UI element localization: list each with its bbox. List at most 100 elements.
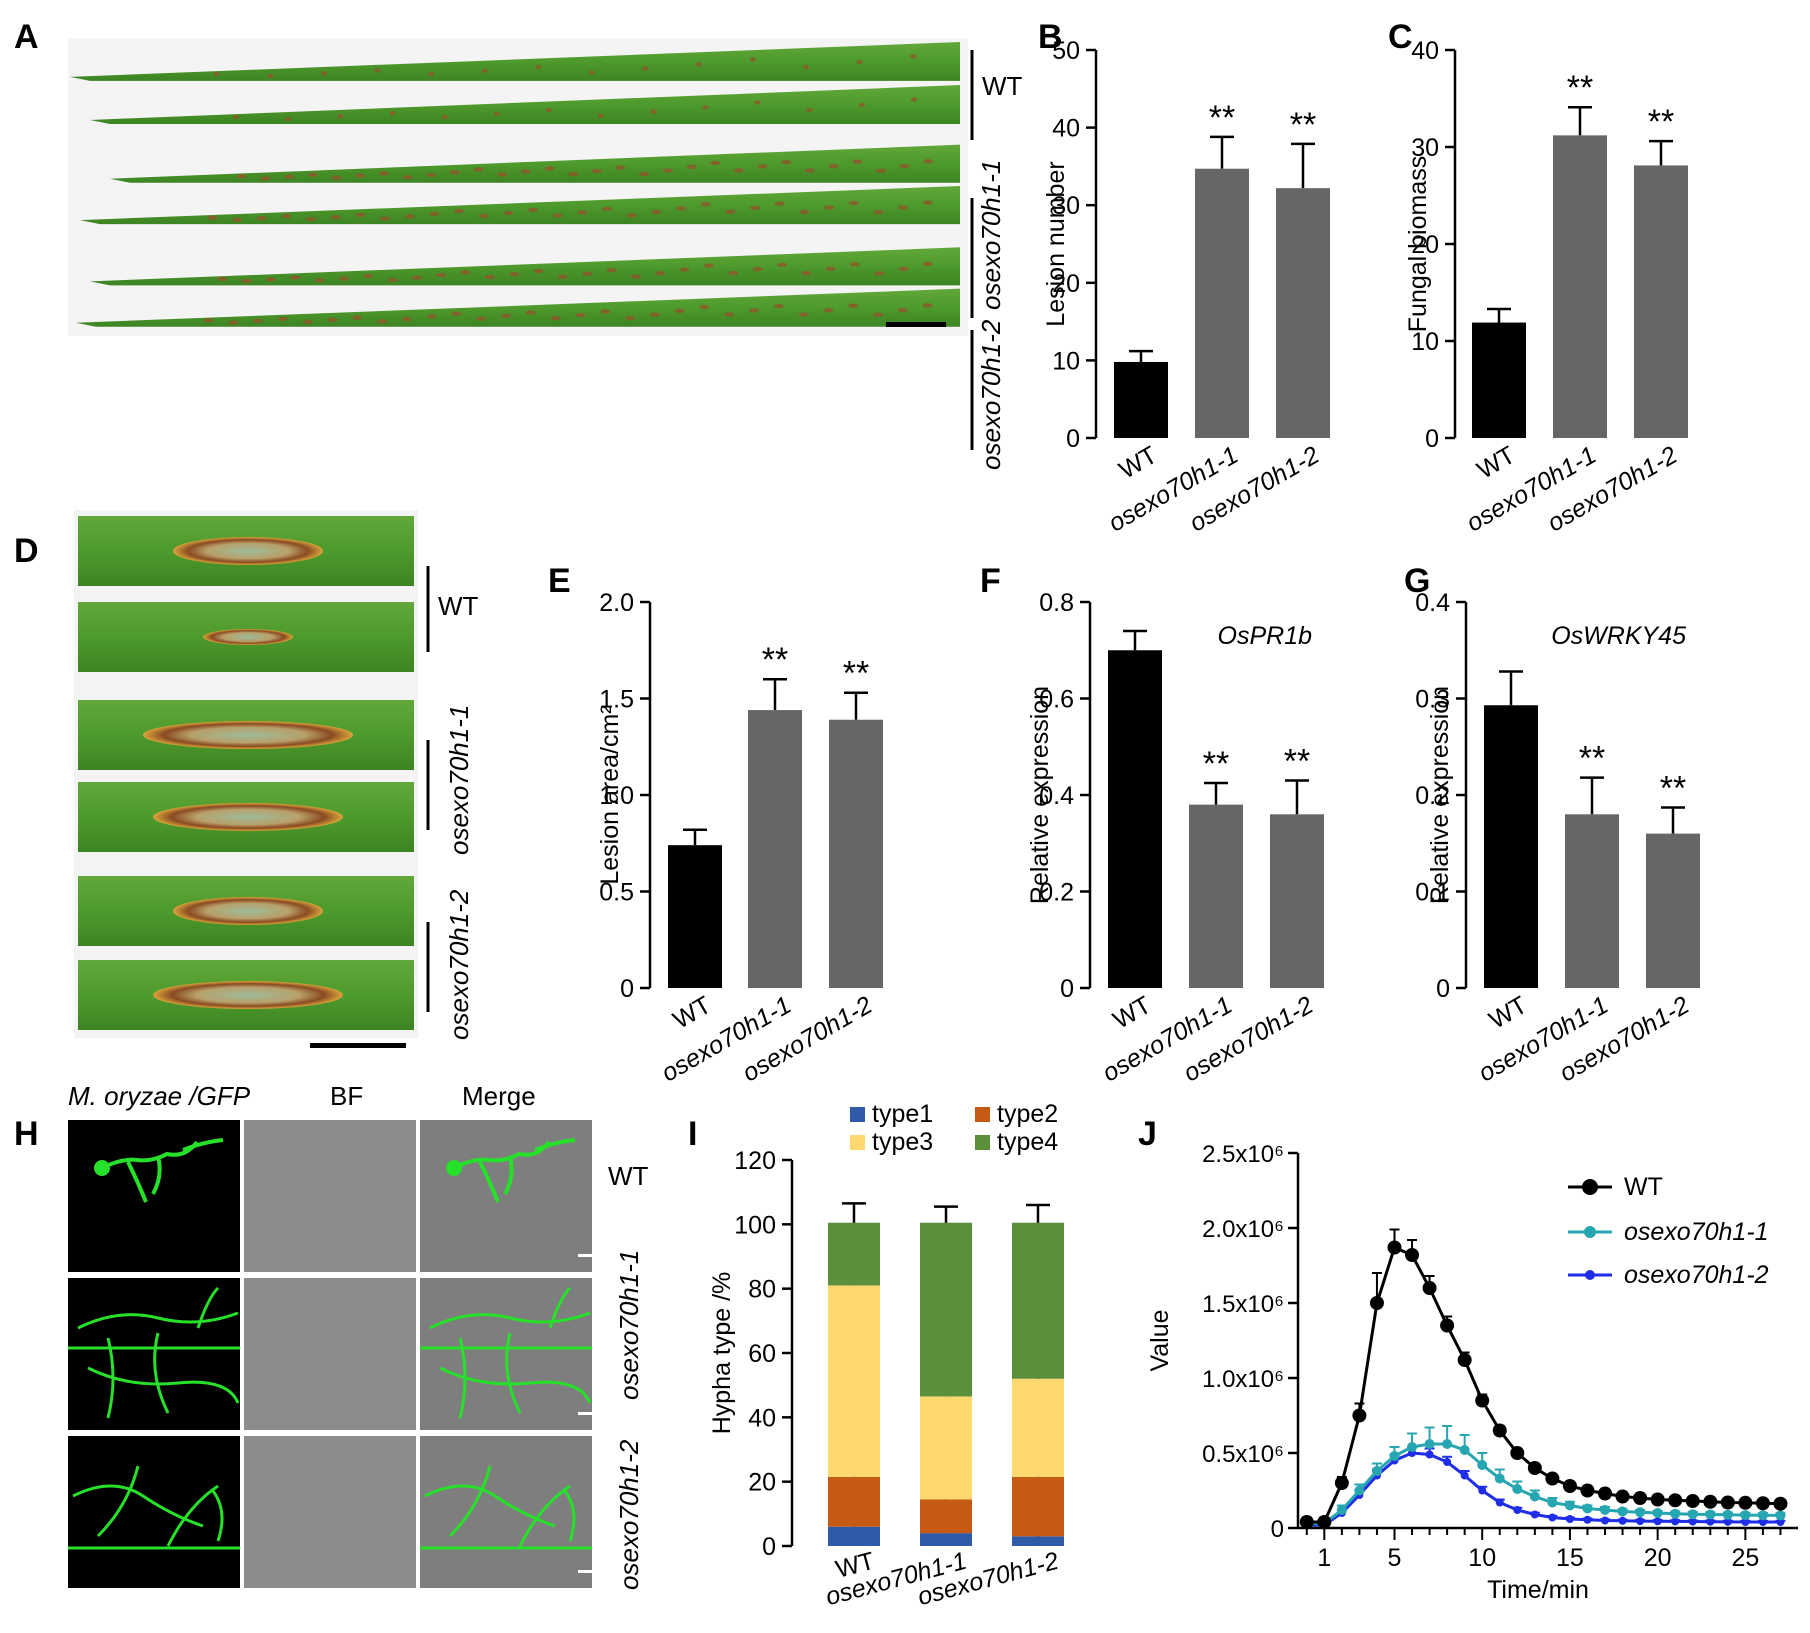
lesion-spot	[710, 160, 721, 166]
data-point-osexo70h1-2	[1758, 1518, 1767, 1526]
legend-label-type4: type4	[997, 1128, 1058, 1156]
data-point-osexo70h1-2	[1671, 1517, 1680, 1526]
data-point-WT	[1405, 1248, 1420, 1262]
lesion-spot	[484, 274, 495, 280]
data-point-WT	[1650, 1492, 1665, 1507]
data-point-osexo70h1-1	[1775, 1510, 1786, 1521]
panel-a-label-wt: WT	[982, 71, 1023, 101]
leaf-a-3	[110, 144, 960, 183]
lesion-spot	[331, 175, 342, 180]
lesion-spot	[804, 168, 815, 173]
lesion-spot	[749, 308, 759, 313]
lesion-spot	[228, 320, 239, 325]
lesion-spot	[825, 266, 836, 272]
lesion-spot	[724, 312, 735, 317]
lesion-spot	[509, 272, 520, 277]
panel-a-background	[68, 38, 968, 336]
panel-d-leaf-photo: WT osexo70h1-1 osexo70h1-2	[74, 510, 479, 1048]
chart-f: 00.20.40.60.8WT**osexo70h1-1**osexo70h1-…	[1026, 589, 1324, 1087]
lesion-spot	[568, 171, 579, 177]
stack-type4	[1012, 1222, 1064, 1379]
micrograph-r1-c2	[244, 1120, 416, 1272]
lesion-spot	[649, 312, 660, 317]
legend-marker-osexo70h1-2	[1585, 1270, 1595, 1280]
y-tick-label: 0	[1271, 1516, 1284, 1543]
data-point-WT	[1352, 1408, 1367, 1423]
x-tick-label: 10	[1468, 1544, 1496, 1572]
significance-mark: **	[1290, 106, 1316, 144]
y-tick-label: 80	[748, 1276, 776, 1304]
bar-osexo70h1-1	[748, 710, 802, 988]
lesion-spot	[615, 165, 626, 170]
y-tick-label: 20	[1411, 231, 1439, 259]
stack-type1	[828, 1526, 880, 1546]
lesion-spot	[577, 210, 588, 215]
lesion-spot	[352, 315, 363, 320]
panel-h-col-gfp: M. oryzae /GFP	[68, 1081, 251, 1111]
lesion-spot	[338, 276, 349, 281]
bar-WT	[668, 845, 722, 988]
y-tick-label: 0	[1436, 975, 1450, 1003]
panel-d-leaves	[78, 516, 414, 1030]
y-tick-label: 0.8	[1039, 589, 1074, 617]
data-point-osexo70h1-1	[1670, 1508, 1681, 1519]
x-tick-label: WT	[1108, 991, 1156, 1035]
lesion-d-5	[173, 897, 323, 925]
lesion-spot	[307, 172, 318, 177]
panel-letter-e: E	[548, 562, 571, 600]
lesion-spot	[686, 164, 697, 170]
lesion-spot	[411, 275, 422, 280]
panel-letter-b: B	[1038, 18, 1063, 56]
lesion-spot	[520, 169, 531, 174]
significance-mark: **	[1203, 745, 1229, 783]
legend-label-osexo70h1-2: osexo70h1-2	[1624, 1261, 1769, 1289]
significance-mark: **	[762, 641, 788, 679]
y-axis-label: Fungal biomass	[1404, 156, 1432, 332]
y-tick-label: 40	[1052, 115, 1080, 143]
lesion-spot	[874, 271, 885, 276]
lesion-spot	[387, 277, 398, 283]
lesion-spot	[674, 308, 685, 314]
data-point-WT	[1492, 1423, 1507, 1438]
y-tick-label: 0	[762, 1533, 776, 1561]
lesion-spot	[253, 318, 263, 324]
x-axis-label: Time/min	[1487, 1576, 1589, 1604]
panel-letter-i: I	[688, 1115, 697, 1153]
lesion-spot	[776, 262, 787, 268]
lesion-spot	[858, 102, 865, 108]
lesion-spot	[501, 313, 511, 318]
data-point-osexo70h1-1	[1547, 1497, 1558, 1508]
panel-d-label-wt: WT	[438, 591, 479, 621]
data-point-osexo70h1-1	[1600, 1505, 1611, 1515]
lesion-spot	[699, 304, 710, 310]
legend-swatch-type2	[975, 1107, 990, 1122]
x-tick-label: 15	[1556, 1544, 1584, 1572]
lesion-spot	[703, 263, 714, 268]
lesion-spot	[256, 215, 267, 221]
leaf-a-4	[80, 186, 960, 225]
x-tick-label: WT	[1484, 991, 1532, 1035]
lesion-spot	[552, 213, 563, 218]
data-point-osexo70h1-2	[1513, 1506, 1522, 1514]
lesion-spot	[355, 173, 366, 178]
panel-h-micrographs: M. oryzae /GFP BF Merge WT osexo70h1-1 o…	[68, 1081, 649, 1590]
lesion-spot	[436, 272, 447, 278]
legend-label-type3: type3	[872, 1128, 933, 1156]
leaf-a-5	[90, 247, 960, 286]
chart-e: 00.51.01.52.0WT**osexo70h1-1**osexo70h1-…	[596, 589, 883, 1087]
lesion-spot	[922, 303, 933, 308]
y-tick-label: 1.0	[599, 782, 634, 810]
series-line-WT	[1306, 1245, 1781, 1524]
lesion-spot	[535, 64, 542, 70]
data-point-WT	[1755, 1496, 1770, 1511]
lesion-spot	[606, 268, 617, 273]
y-tick-label: 60	[748, 1340, 776, 1368]
bar-osexo70h1-2	[1634, 165, 1688, 438]
y-tick-label: 0.5	[599, 879, 634, 907]
lesion-spot	[897, 308, 908, 313]
lesion-spot	[749, 57, 756, 62]
data-point-osexo70h1-1	[1740, 1510, 1751, 1521]
y-tick-label: 10	[1411, 328, 1439, 356]
hypha-path	[420, 1286, 592, 1419]
lesion-spot	[873, 312, 883, 318]
